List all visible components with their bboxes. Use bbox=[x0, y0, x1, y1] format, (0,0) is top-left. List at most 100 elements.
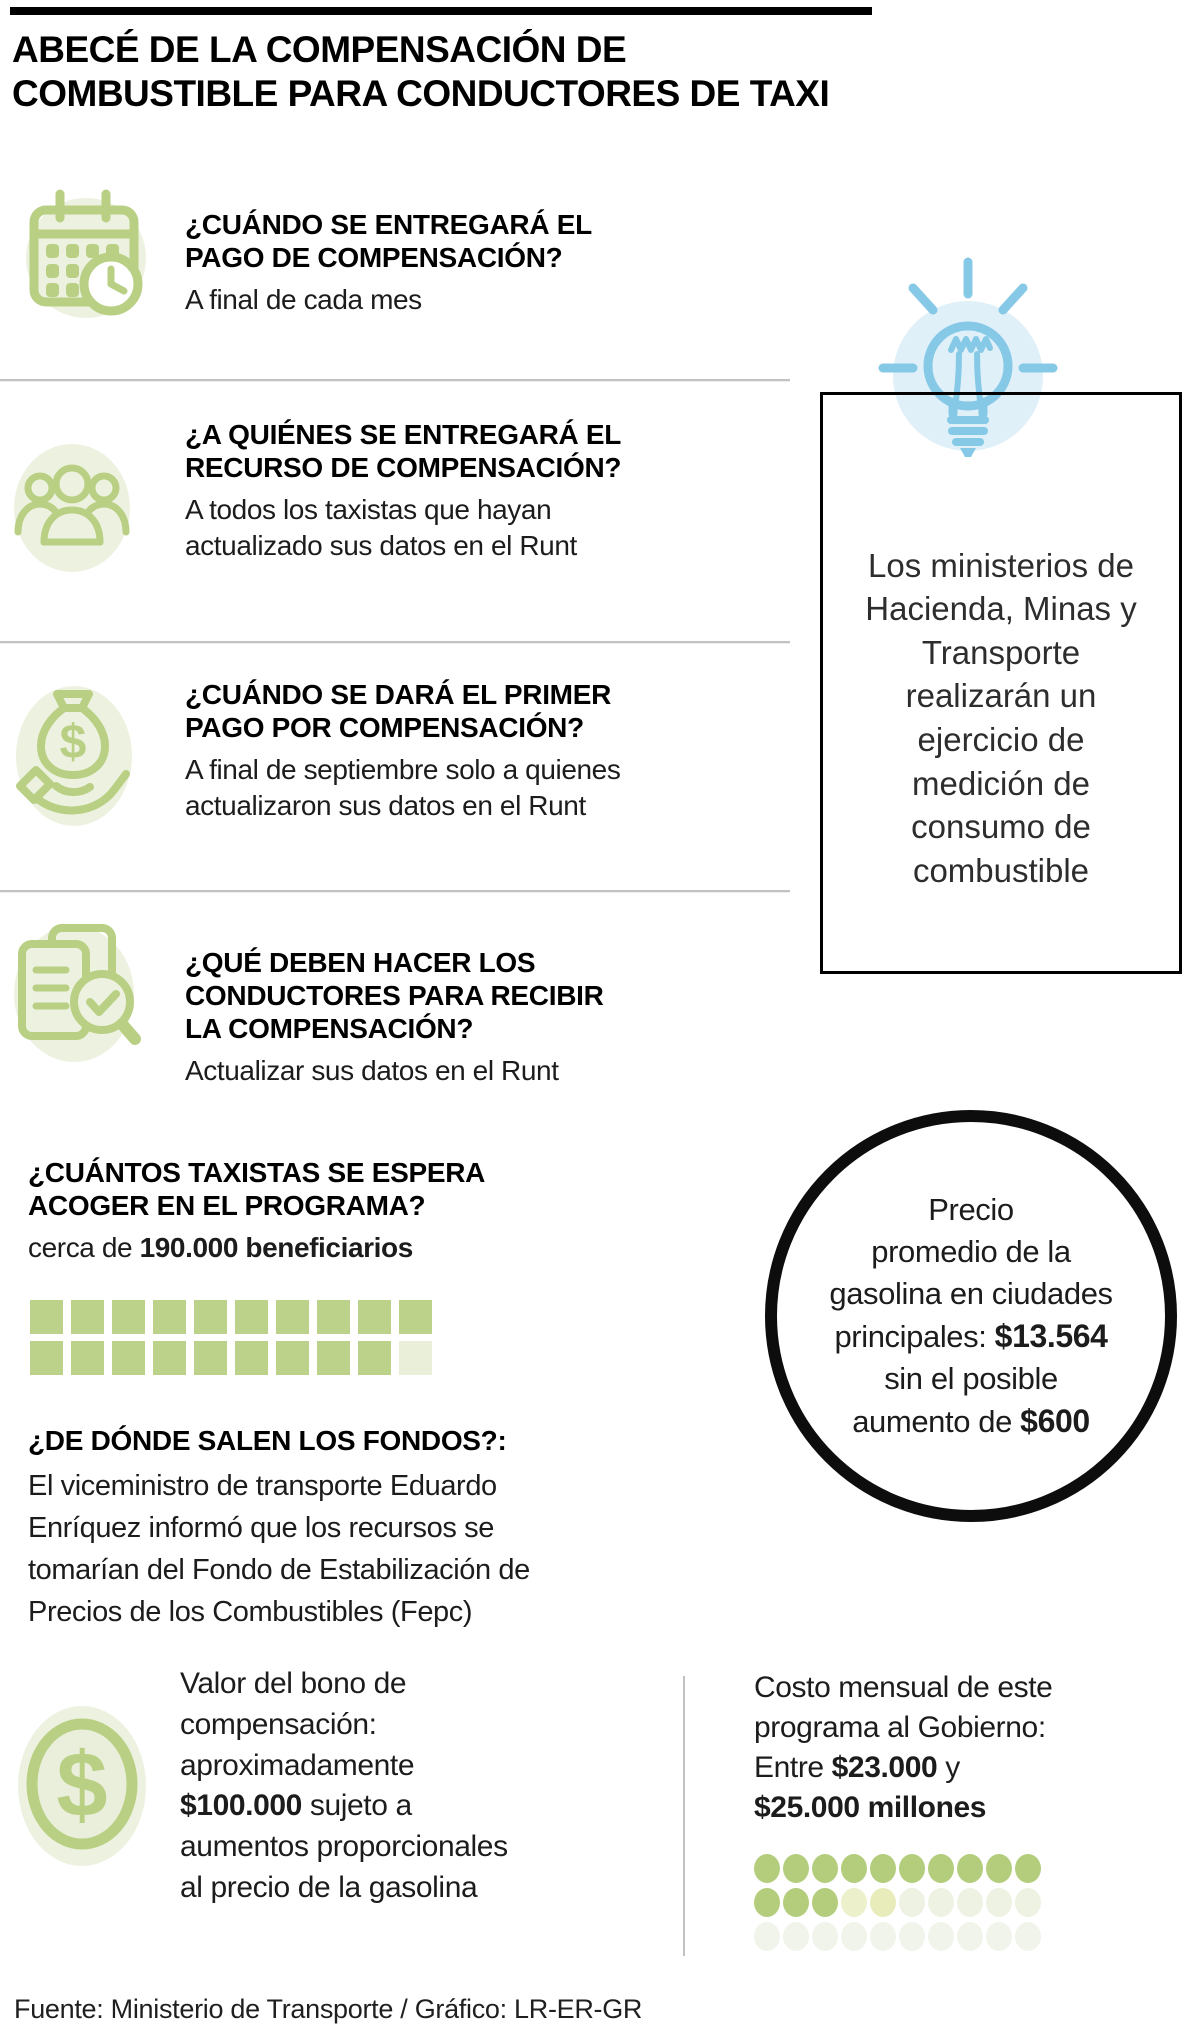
pictogram-cell bbox=[986, 1888, 1012, 1917]
line: compensación: bbox=[180, 1707, 377, 1741]
divider bbox=[0, 641, 790, 644]
answer-value: 190.000 beneficiarios bbox=[139, 1232, 414, 1264]
pictogram-cell bbox=[153, 1300, 186, 1334]
ministries-note-box: Los ministerios de Hacienda, Minas y Tra… bbox=[820, 392, 1182, 974]
pictogram-cell bbox=[812, 1854, 838, 1883]
section-answer: Actualizar sus datos en el Runt bbox=[185, 1055, 559, 1087]
pictogram-row bbox=[754, 1888, 1041, 1917]
pictogram-row bbox=[754, 1922, 1041, 1951]
pictogram-cell bbox=[986, 1854, 1012, 1883]
increase-value: $600 bbox=[1020, 1402, 1090, 1439]
pictogram-row bbox=[30, 1341, 432, 1375]
section-question: ¿CUÁNTOS TAXISTAS SE ESPERA ACOGER EN EL… bbox=[28, 1157, 486, 1222]
pictogram-cell bbox=[841, 1888, 867, 1917]
page-title: ABECÉ DE LA COMPENSACIÓN DE COMBUSTIBLE … bbox=[12, 29, 830, 114]
line-text: aumento de bbox=[852, 1403, 1021, 1439]
line-text: Entre bbox=[754, 1750, 832, 1784]
answer-prefix: cerca de bbox=[28, 1232, 140, 1264]
gas-price-circle: Precio promedio de la gasolina en ciudad… bbox=[765, 1110, 1177, 1522]
pictogram-cell bbox=[1015, 1854, 1041, 1883]
section-question: ¿A QUIÉNES SE ENTREGARÁ EL RECURSO DE CO… bbox=[185, 419, 622, 484]
price-value: $13.564 bbox=[994, 1317, 1108, 1354]
pictogram-cell bbox=[399, 1300, 432, 1334]
divider-vertical bbox=[683, 1676, 685, 1956]
cost-pictogram bbox=[754, 1854, 1041, 1956]
pictogram-cell bbox=[30, 1341, 63, 1375]
line: gasolina en ciudades bbox=[829, 1275, 1113, 1311]
pictogram-cell bbox=[71, 1341, 104, 1375]
svg-text:$: $ bbox=[60, 716, 87, 769]
gas-price-text: Precio promedio de la gasolina en ciudad… bbox=[829, 1189, 1113, 1443]
pictogram-cell bbox=[358, 1341, 391, 1375]
cost-high-value: $25.000 millones bbox=[754, 1790, 987, 1824]
line: promedio de la bbox=[871, 1233, 1071, 1269]
section-question: ¿QUÉ DEBEN HACER LOS CONDUCTORES PARA RE… bbox=[185, 947, 604, 1045]
pictogram-cell bbox=[783, 1922, 809, 1951]
pictogram-cell bbox=[1015, 1888, 1041, 1917]
pictogram-cell bbox=[112, 1341, 145, 1375]
line: Costo mensual de este bbox=[754, 1671, 1053, 1704]
pictogram-cell bbox=[317, 1341, 350, 1375]
section-question: ¿CUÁNDO SE ENTREGARÁ EL PAGO DE COMPENSA… bbox=[185, 209, 592, 274]
svg-text:$: $ bbox=[56, 1734, 107, 1836]
pictogram-cell bbox=[870, 1922, 896, 1951]
pictogram-cell bbox=[754, 1922, 780, 1951]
section-answer: A todos los taxistas que hayan actualiza… bbox=[185, 494, 577, 561]
pictogram-cell bbox=[754, 1854, 780, 1883]
pictogram-cell bbox=[841, 1854, 867, 1883]
pictogram-cell bbox=[899, 1922, 925, 1951]
calendar-clock-icon bbox=[20, 182, 150, 324]
pictogram-cell bbox=[928, 1922, 954, 1951]
line: principales: $13.564 bbox=[829, 1315, 1112, 1358]
pictogram-cell bbox=[194, 1300, 227, 1334]
section-answer: A final de septiembre solo a quienes act… bbox=[185, 754, 621, 821]
line: aproximadamente bbox=[180, 1748, 415, 1782]
coin-dollar-icon: $ bbox=[14, 1694, 154, 1876]
divider bbox=[0, 890, 790, 893]
bond-value-text: Valor del bono de compensación: aproxima… bbox=[180, 1664, 670, 1909]
line-text: sujeto a bbox=[301, 1789, 412, 1823]
pictogram-cell bbox=[358, 1300, 391, 1334]
pictogram-cell bbox=[71, 1300, 104, 1334]
pictogram-cell bbox=[235, 1300, 268, 1334]
lightbulb-icon bbox=[873, 248, 1063, 460]
line: sin el posible bbox=[884, 1360, 1058, 1396]
pictogram-cell bbox=[30, 1300, 63, 1334]
section-question: ¿CUÁNDO SE DARÁ EL PRIMER PAGO POR COMPE… bbox=[185, 679, 612, 744]
section-question: ¿DE DÓNDE SALEN LOS FONDOS?: bbox=[28, 1425, 507, 1456]
section-who-receives: ¿A QUIÉNES SE ENTREGARÁ EL RECURSO DE CO… bbox=[185, 418, 685, 563]
pictogram-cell bbox=[317, 1300, 350, 1334]
pictogram-cell bbox=[957, 1922, 983, 1951]
pictogram-cell bbox=[899, 1888, 925, 1917]
line: aumentos proporcionales bbox=[180, 1830, 508, 1864]
divider bbox=[0, 379, 790, 382]
line: Entre $23.000 y bbox=[754, 1748, 1104, 1788]
section-what-to-do: ¿QUÉ DEBEN HACER LOS CONDUCTORES PARA RE… bbox=[185, 946, 695, 1089]
pictogram-cell bbox=[1015, 1922, 1041, 1951]
pictogram-cell bbox=[928, 1854, 954, 1883]
section-answer: El viceministro de transporte Eduardo En… bbox=[28, 1470, 530, 1629]
top-accent-bar bbox=[10, 7, 872, 15]
pictogram-cell bbox=[783, 1854, 809, 1883]
pictogram-cell bbox=[899, 1854, 925, 1883]
line: Valor del bono de bbox=[180, 1667, 407, 1700]
line: programa al Gobierno: bbox=[754, 1710, 1046, 1744]
bond-value: $100.000 bbox=[180, 1789, 302, 1823]
section-beneficiaries: ¿CUÁNTOS TAXISTAS SE ESPERA ACOGER EN EL… bbox=[28, 1156, 628, 1266]
pictogram-cell bbox=[928, 1888, 954, 1917]
line-text: y bbox=[937, 1750, 960, 1784]
pictogram-cell bbox=[153, 1341, 186, 1375]
section-funds: ¿DE DÓNDE SALEN LOS FONDOS?: El vicemini… bbox=[28, 1424, 688, 1633]
pictogram-cell bbox=[783, 1888, 809, 1917]
pictogram-cell bbox=[276, 1341, 309, 1375]
pictogram-cell bbox=[235, 1341, 268, 1375]
pictogram-cell bbox=[870, 1888, 896, 1917]
line: $100.000 sujeto a bbox=[180, 1786, 670, 1827]
pictogram-cell bbox=[841, 1922, 867, 1951]
money-bag-hand-icon: $ bbox=[10, 676, 142, 834]
pictogram-row bbox=[754, 1854, 1041, 1883]
line: al precio de la gasolina bbox=[180, 1870, 478, 1904]
section-when-paid: ¿CUÁNDO SE ENTREGARÁ EL PAGO DE COMPENSA… bbox=[185, 208, 685, 318]
pictogram-cell bbox=[399, 1341, 432, 1375]
